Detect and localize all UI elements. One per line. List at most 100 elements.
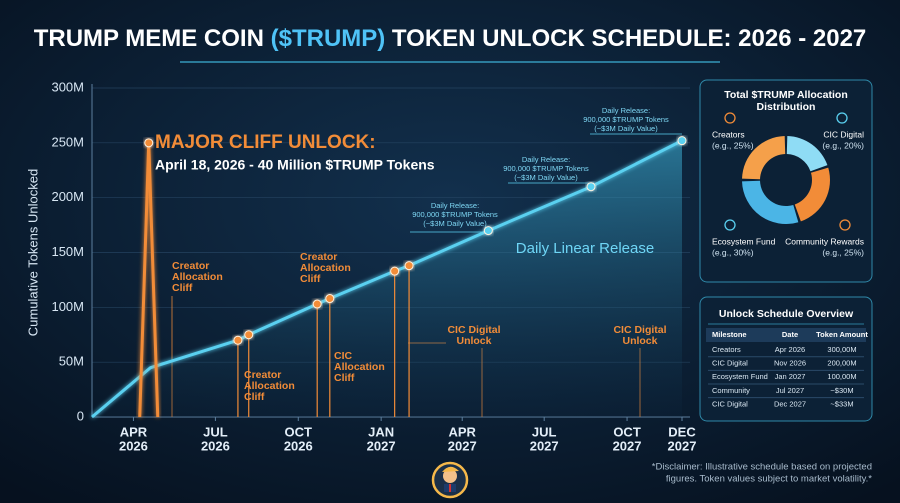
title-part: TRUMP MEME COIN bbox=[34, 25, 271, 52]
pie-label: Ecosystem Fund bbox=[712, 236, 776, 246]
y-tick-label: 150M bbox=[51, 244, 84, 259]
marker bbox=[404, 261, 414, 271]
pie-slice bbox=[742, 180, 799, 225]
annotation: Cliff bbox=[300, 273, 321, 285]
annotation: (~$3M Daily Value) bbox=[514, 173, 578, 182]
marker bbox=[244, 330, 254, 340]
icon bbox=[724, 112, 736, 124]
y-axis-label: Cumulative Tokens Unlocked bbox=[25, 169, 40, 336]
table-cell: 100,00M bbox=[827, 372, 856, 381]
table-cell: ~$33M bbox=[830, 399, 853, 408]
annotation: MAJOR CLIFF UNLOCK: bbox=[155, 132, 376, 153]
x-tick-label: 2027 bbox=[448, 438, 477, 453]
annotation: Allocation bbox=[334, 361, 385, 373]
marker bbox=[483, 226, 493, 236]
marker bbox=[677, 136, 687, 146]
annotation: 900,000 $TRUMP Tokens bbox=[583, 115, 669, 124]
annotation: CIC bbox=[334, 350, 353, 362]
y-tick-label: 50M bbox=[59, 354, 84, 369]
table-cell: Apr 2026 bbox=[775, 345, 805, 354]
title-part: TOKEN UNLOCK SCHEDULE: 2026 - 2027 bbox=[385, 25, 866, 52]
table-title: Unlock Schedule Overview bbox=[719, 308, 854, 320]
annotation: Daily Release: bbox=[431, 201, 479, 210]
coin-tie bbox=[449, 484, 451, 492]
annotation: (~$3M Daily Value) bbox=[594, 124, 658, 133]
table-cell: Community bbox=[712, 386, 750, 395]
table-cell: Jul 2027 bbox=[776, 386, 804, 395]
table-cell: ~$30M bbox=[830, 386, 853, 395]
y-tick-label: 0 bbox=[77, 408, 84, 423]
annotation: Unlock bbox=[622, 335, 657, 347]
table-cell: CIC Digital bbox=[712, 399, 748, 408]
pie-label: Creators bbox=[712, 129, 745, 139]
pie-title: Total $TRUMP Allocation bbox=[724, 89, 847, 101]
table-cell: Nov 2026 bbox=[774, 359, 806, 368]
x-tick-label: 2027 bbox=[613, 438, 642, 453]
annotation: Creator bbox=[172, 260, 209, 272]
y-tick-label: 250M bbox=[51, 134, 84, 149]
coin-hair bbox=[442, 466, 459, 472]
x-tick-label: JUL bbox=[203, 424, 228, 439]
marker bbox=[390, 266, 400, 276]
annotation: Daily Release: bbox=[522, 155, 570, 164]
annotation: Cliff bbox=[334, 372, 355, 384]
annotation: Daily Linear Release bbox=[516, 240, 654, 257]
annotation: CIC Digital bbox=[447, 324, 500, 336]
x-tick-label: 2026 bbox=[119, 438, 148, 453]
annotation: Creator bbox=[244, 369, 281, 381]
x-tick-label: 2027 bbox=[530, 438, 559, 453]
pie-title: Distribution bbox=[757, 101, 816, 113]
pie-label: CIC Digital bbox=[823, 129, 864, 139]
table-cell: Dec 2027 bbox=[774, 399, 806, 408]
annotation: Daily Release: bbox=[602, 106, 650, 115]
marker bbox=[325, 294, 335, 304]
table-cell: Creators bbox=[712, 345, 741, 354]
icon bbox=[839, 219, 851, 231]
annotation: 900,000 $TRUMP Tokens bbox=[412, 210, 498, 219]
pie-slice bbox=[794, 167, 830, 222]
pie-value-label: (e.g., 25%) bbox=[712, 140, 754, 150]
y-tick-label: 300M bbox=[51, 79, 84, 94]
annotation: (~$3M Daily Value) bbox=[423, 219, 487, 228]
annotation: Allocation bbox=[300, 262, 351, 274]
marker bbox=[586, 182, 596, 192]
y-tick-label: 100M bbox=[51, 299, 84, 314]
pie-value-label: (e.g., 25%) bbox=[822, 247, 864, 257]
x-tick-label: DEC bbox=[668, 424, 696, 439]
x-tick-label: JAN bbox=[368, 424, 394, 439]
annotation: Unlock bbox=[456, 335, 491, 347]
icon bbox=[836, 112, 848, 124]
table-cell: Jan 2027 bbox=[775, 372, 806, 381]
x-tick-label: JUL bbox=[532, 424, 557, 439]
x-tick-label: 2027 bbox=[668, 438, 697, 453]
x-tick-label: APR bbox=[448, 424, 476, 439]
disclaimer: figures. Token values subject to market … bbox=[666, 474, 872, 485]
coin-face bbox=[443, 469, 457, 483]
marker bbox=[312, 299, 322, 309]
annotation: Allocation bbox=[244, 380, 295, 392]
table-cell: 200,00M bbox=[827, 359, 856, 368]
marker bbox=[233, 335, 243, 345]
y-tick-label: 200M bbox=[51, 189, 84, 204]
annotation: April 18, 2026 - 40 Million $TRUMP Token… bbox=[155, 157, 435, 173]
table-header: Date bbox=[782, 330, 798, 339]
x-tick-label: 2026 bbox=[201, 438, 230, 453]
pie-value-label: (e.g., 20%) bbox=[822, 140, 864, 150]
annotation: CIC Digital bbox=[613, 324, 666, 336]
x-tick-label: 2026 bbox=[284, 438, 313, 453]
table-header: Token Amount bbox=[816, 330, 868, 339]
area bbox=[92, 140, 682, 417]
table-header: Milestone bbox=[712, 330, 747, 339]
annotation: Allocation bbox=[172, 271, 223, 283]
pie-panel bbox=[699, 79, 873, 283]
x-tick-label: 2027 bbox=[367, 438, 396, 453]
annotation: Creator bbox=[300, 251, 337, 263]
table-cell: 300,00M bbox=[827, 345, 856, 354]
x-tick-label: APR bbox=[120, 424, 148, 439]
table-header-bg bbox=[706, 328, 866, 342]
pie-slice bbox=[742, 136, 786, 180]
icon bbox=[724, 219, 736, 231]
marker bbox=[144, 138, 154, 148]
